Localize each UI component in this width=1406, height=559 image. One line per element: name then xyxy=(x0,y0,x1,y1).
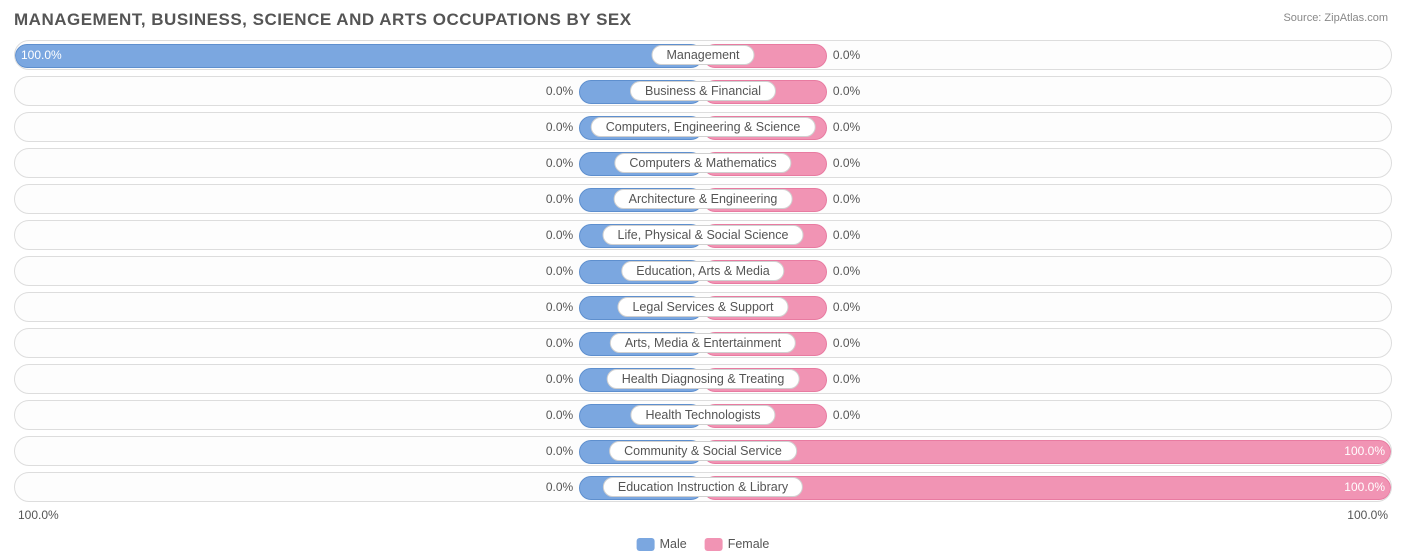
female-pct-label: 0.0% xyxy=(833,300,860,314)
male-pct-label: 0.0% xyxy=(546,156,573,170)
category-label: Management xyxy=(652,45,755,65)
category-label: Computers, Engineering & Science xyxy=(591,117,816,137)
male-pct-label: 0.0% xyxy=(546,264,573,278)
chart-row: 0.0% 100.0% Education Instruction & Librar… xyxy=(14,472,1392,502)
legend: Male Female xyxy=(637,537,770,551)
category-label: Legal Services & Support xyxy=(617,297,788,317)
x-axis: 100.0% 100.0% xyxy=(14,502,1392,522)
male-pct-label: 0.0% xyxy=(546,120,573,134)
female-pct-label: 0.0% xyxy=(833,48,860,62)
category-label: Arts, Media & Entertainment xyxy=(610,333,796,353)
axis-right-label: 100.0% xyxy=(1347,508,1388,522)
chart-row: 0.0% 0.0% Legal Services & Support xyxy=(14,292,1392,322)
chart-row: 0.0% 0.0% Computers & Mathematics xyxy=(14,148,1392,178)
category-label: Education Instruction & Library xyxy=(603,477,803,497)
legend-male-label: Male xyxy=(660,537,687,551)
male-pct-label: 0.0% xyxy=(546,192,573,206)
chart-row: 0.0% 0.0% Business & Financial xyxy=(14,76,1392,106)
chart-row: 0.0% 100.0% Community & Social Service xyxy=(14,436,1392,466)
legend-female: Female xyxy=(705,537,770,551)
male-pct-label: 0.0% xyxy=(546,84,573,98)
male-pct-label: 0.0% xyxy=(546,372,573,386)
male-pct-label: 0.0% xyxy=(546,408,573,422)
female-pct-label: 0.0% xyxy=(833,336,860,350)
category-label: Computers & Mathematics xyxy=(614,153,791,173)
female-pct-label: 0.0% xyxy=(833,408,860,422)
source-attribution: Source: ZipAtlas.com xyxy=(1283,12,1388,24)
female-pct-label: 100.0% xyxy=(1344,444,1385,458)
chart-row: 0.0% 0.0% Life, Physical & Social Science xyxy=(14,220,1392,250)
female-pct-label: 0.0% xyxy=(833,84,860,98)
category-label: Architecture & Engineering xyxy=(614,189,793,209)
female-pct-label: 0.0% xyxy=(833,264,860,278)
female-bar xyxy=(703,476,1391,500)
category-label: Business & Financial xyxy=(630,81,776,101)
chart-row: 0.0% 0.0% Education, Arts & Media xyxy=(14,256,1392,286)
male-pct-label: 0.0% xyxy=(546,228,573,242)
female-pct-label: 0.0% xyxy=(833,120,860,134)
male-pct-label: 0.0% xyxy=(546,480,573,494)
female-pct-label: 0.0% xyxy=(833,228,860,242)
legend-female-swatch xyxy=(705,538,723,551)
category-label: Health Diagnosing & Treating xyxy=(607,369,800,389)
male-pct-label: 0.0% xyxy=(546,444,573,458)
male-pct-label: 0.0% xyxy=(546,300,573,314)
female-pct-label: 100.0% xyxy=(1344,480,1385,494)
chart-row: 0.0% 0.0% Architecture & Engineering xyxy=(14,184,1392,214)
category-label: Education, Arts & Media xyxy=(621,261,784,281)
male-pct-label: 100.0% xyxy=(21,48,697,62)
chart-rows: 100.0% 0.0% Management 0.0% 0.0% Business & F… xyxy=(14,40,1392,502)
female-pct-label: 0.0% xyxy=(833,192,860,206)
chart-title: MANAGEMENT, BUSINESS, SCIENCE AND ARTS O… xyxy=(14,10,1392,30)
category-label: Community & Social Service xyxy=(609,441,797,461)
chart-row: 0.0% 0.0% Computers, Engineering & Science xyxy=(14,112,1392,142)
category-label: Life, Physical & Social Science xyxy=(603,225,804,245)
category-label: Health Technologists xyxy=(630,405,775,425)
legend-male: Male xyxy=(637,537,687,551)
female-bar xyxy=(703,440,1391,464)
legend-male-swatch xyxy=(637,538,655,551)
chart-row: 0.0% 0.0% Arts, Media & Entertainment xyxy=(14,328,1392,358)
chart-row: 0.0% 0.0% Health Diagnosing & Treating xyxy=(14,364,1392,394)
female-pct-label: 0.0% xyxy=(833,156,860,170)
axis-left-label: 100.0% xyxy=(18,508,59,522)
chart-row: 0.0% 0.0% Health Technologists xyxy=(14,400,1392,430)
female-pct-label: 0.0% xyxy=(833,372,860,386)
chart-row: 100.0% 0.0% Management xyxy=(14,40,1392,70)
legend-female-label: Female xyxy=(728,537,770,551)
male-pct-label: 0.0% xyxy=(546,336,573,350)
